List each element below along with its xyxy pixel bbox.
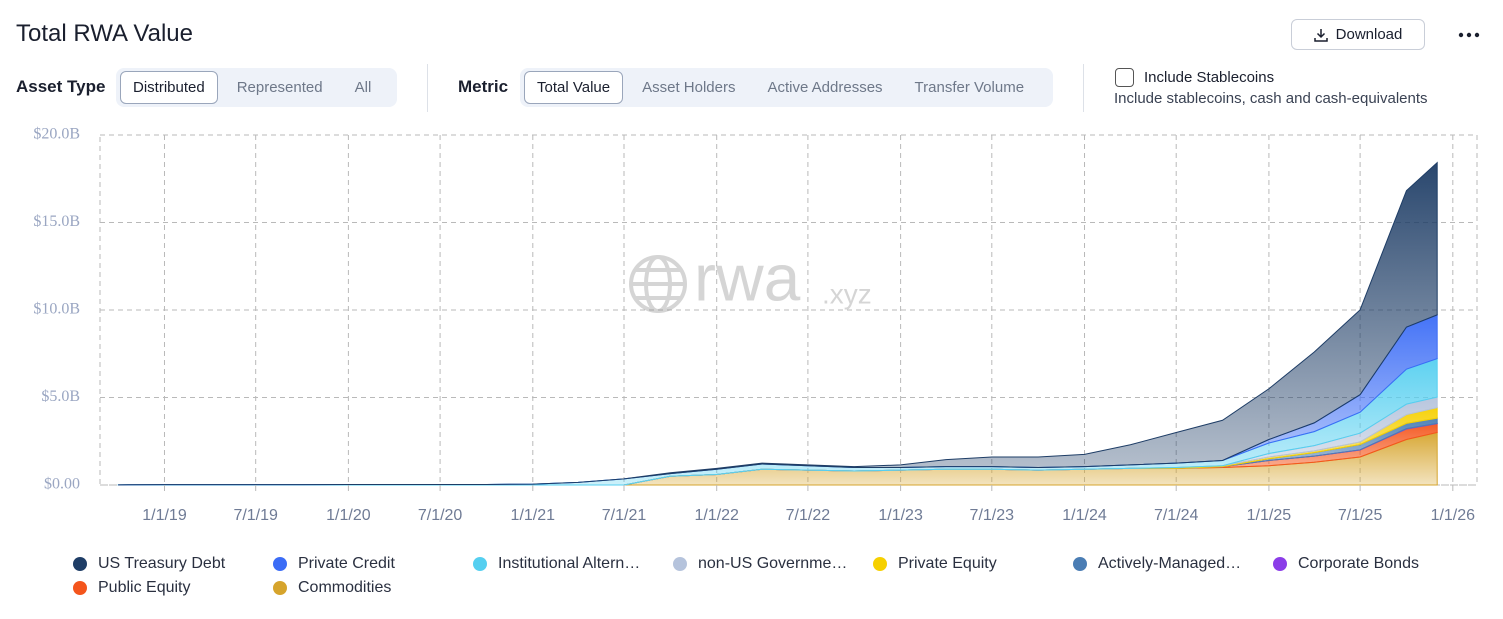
x-tick-label: 1/1/19 <box>142 507 187 524</box>
x-tick-label: 1/1/22 <box>694 507 739 524</box>
x-tick-label: 7/1/21 <box>602 507 647 524</box>
page-title: Total RWA Value <box>16 20 193 47</box>
legend-swatch <box>473 557 487 571</box>
area <box>118 423 1438 486</box>
metric-label: Metric <box>458 77 509 96</box>
tab[interactable]: Active Addresses <box>767 79 883 96</box>
x-tick-label: 7/1/23 <box>970 507 1015 524</box>
x-tick-label: 7/1/19 <box>233 507 278 524</box>
stablecoins-label: Include Stablecoins <box>1144 69 1275 86</box>
legend-label: Public Equity <box>98 579 191 596</box>
legend-swatch <box>273 581 287 595</box>
legend-label: Private Credit <box>298 555 395 572</box>
area <box>117 357 1438 486</box>
x-tick-label: 1/1/24 <box>1062 507 1107 524</box>
y-tick-label: $5.0B <box>41 388 80 405</box>
tab[interactable]: Total Value <box>524 71 624 104</box>
x-tick-label: 7/1/24 <box>1154 507 1199 524</box>
tab[interactable]: All <box>354 79 372 96</box>
legend-swatch <box>73 581 87 595</box>
download-button[interactable]: Download <box>1291 19 1425 50</box>
asset-type-label: Asset Type <box>16 77 106 96</box>
asset-type-tabs: Distributed Represented All <box>116 68 397 107</box>
area <box>118 422 1438 486</box>
legend-label: Actively-Managed… <box>1098 555 1241 572</box>
tab[interactable]: Transfer Volume <box>914 79 1025 96</box>
plot-frame <box>99 134 1478 486</box>
legend-label: Private Equity <box>898 555 997 572</box>
x-tick-label: 1/1/20 <box>326 507 371 524</box>
download-label: Download <box>1335 26 1403 43</box>
legend-swatch <box>673 557 687 571</box>
tab[interactable]: Distributed <box>120 71 218 104</box>
y-tick-label: $15.0B <box>33 213 80 230</box>
x-tick-label: 7/1/22 <box>786 507 831 524</box>
legend-swatch <box>273 557 287 571</box>
legend-label: non-US Governme… <box>698 555 847 572</box>
y-tick-label: $10.0B <box>33 301 80 318</box>
area <box>118 161 1438 486</box>
x-tick-label: 1/1/21 <box>511 507 556 524</box>
watermark-suffix: .xyz <box>822 278 872 309</box>
metric-tabs: Total Value Asset Holders Active Address… <box>520 68 1053 107</box>
x-tick-label: 7/1/25 <box>1338 507 1383 524</box>
x-tick-label: 1/1/26 <box>1431 507 1476 524</box>
divider <box>1083 64 1084 112</box>
tab[interactable]: Represented <box>236 79 323 96</box>
more-menu[interactable] <box>1457 31 1481 39</box>
area <box>118 314 1438 486</box>
y-tick-label: $0.00 <box>44 476 80 493</box>
legend-swatch <box>1073 557 1087 571</box>
legend-swatch <box>873 557 887 571</box>
x-tick-label: 7/1/20 <box>418 507 463 524</box>
legend-swatch <box>73 557 87 571</box>
legend-swatch <box>1273 557 1287 571</box>
x-tick-label: 1/1/25 <box>1247 507 1292 524</box>
area <box>118 417 1438 486</box>
download-icon <box>1313 28 1328 42</box>
y-tick-label: $20.0B <box>33 126 80 143</box>
area <box>118 431 1438 486</box>
area <box>118 407 1438 486</box>
legend-label: Institutional Altern… <box>498 555 640 572</box>
stablecoins-description: Include stablecoins, cash and cash-equiv… <box>1114 90 1428 107</box>
legend-label: US Treasury Debt <box>98 555 226 572</box>
watermark: rwa .xyz <box>629 240 872 314</box>
legend-label: Corporate Bonds <box>1298 555 1419 572</box>
stablecoins-checkbox[interactable] <box>1115 68 1134 87</box>
x-tick-label: 1/1/23 <box>878 507 923 524</box>
divider <box>427 64 428 112</box>
legend-label: Commodities <box>298 579 391 596</box>
area <box>118 396 1438 486</box>
tab[interactable]: Asset Holders <box>642 79 736 96</box>
watermark-name: rwa <box>694 240 801 314</box>
